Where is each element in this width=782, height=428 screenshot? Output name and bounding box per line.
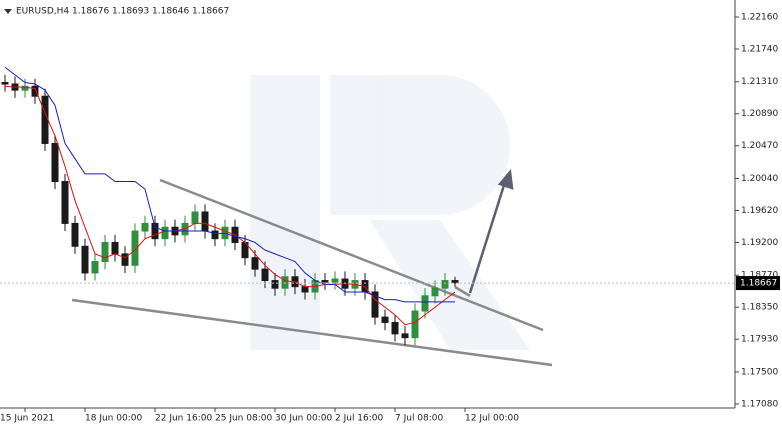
candle-body [391, 321, 399, 335]
candle-body [61, 181, 69, 224]
candle-body [131, 230, 139, 266]
header-value: 1.18676 [72, 7, 109, 17]
candle-body [381, 316, 389, 323]
y-tick-label: 1.19620 [741, 206, 778, 216]
candle-body [191, 211, 199, 224]
x-tick-label: 22 Jun 16:00 [155, 414, 212, 424]
y-tick-label: 1.18770 [741, 271, 778, 281]
candle-body [51, 142, 59, 183]
header-value: 1.18693 [112, 7, 149, 17]
header-value: 1.18667 [192, 7, 229, 17]
candle-body [71, 222, 79, 247]
x-tick-label: 2 Jul 16:00 [335, 414, 384, 424]
candle-body [331, 278, 339, 283]
candle-body [21, 85, 29, 91]
y-tick-label: 1.17500 [741, 367, 778, 377]
x-tick-label: 15 Jun 2021 [0, 414, 54, 424]
menu-icon[interactable] [4, 9, 12, 14]
y-tick-label: 1.21740 [741, 44, 778, 54]
candle-body [451, 280, 459, 284]
trendlines [71, 168, 553, 367]
candle-body [371, 291, 379, 318]
y-tick-label: 1.22160 [741, 12, 778, 22]
candle-body [161, 226, 169, 240]
x-tick-label: 7 Jul 08:00 [395, 414, 444, 424]
candle-body [121, 253, 129, 266]
candle-body [151, 222, 159, 240]
candle-body [91, 261, 99, 274]
y-tick-label: 1.20890 [741, 109, 778, 119]
header-value: 1.18646 [152, 7, 189, 17]
y-tick-label: 1.17080 [741, 399, 778, 409]
candle-body [31, 85, 39, 97]
candle-body [1, 81, 9, 85]
candle-body [401, 333, 409, 339]
x-tick-label: 18 Jun 00:00 [85, 414, 142, 424]
candle-body [431, 287, 439, 297]
candle-body [441, 280, 449, 289]
candle-body [301, 286, 309, 293]
candle-body [411, 310, 419, 339]
last-price-label: 1.18667 [740, 279, 777, 289]
y-tick-label: 1.19200 [741, 238, 778, 248]
candle-body [271, 280, 279, 289]
candle-body [211, 230, 219, 240]
candle-body [261, 268, 269, 282]
candle-body [421, 295, 429, 312]
candle-body [111, 241, 119, 255]
y-tick-label: 1.21310 [741, 77, 778, 87]
candle-body [141, 222, 149, 232]
candle-body [201, 211, 209, 232]
y-tick-label: 1.17930 [741, 335, 778, 345]
candle-body [81, 245, 89, 274]
watermark [250, 75, 530, 350]
indicator-line [4, 66, 455, 303]
y-tick-label: 1.18350 [741, 303, 778, 313]
candle-body [101, 241, 109, 263]
symbol: EURUSD,H4 [16, 7, 69, 17]
x-tick-label: 12 Jul 00:00 [465, 414, 519, 424]
y-tick-label: 1.20470 [741, 141, 778, 151]
y-tick-label: 1.20040 [741, 174, 778, 184]
candle-body [251, 257, 259, 270]
last-price-box [736, 276, 780, 291]
candle-body [41, 95, 49, 144]
x-tick-label: 25 Jun 08:00 [215, 414, 272, 424]
candle-body [321, 280, 329, 283]
x-tick-label: 30 Jun 00:00 [275, 414, 332, 424]
candle-body [281, 276, 289, 289]
indicator-line [4, 85, 456, 326]
